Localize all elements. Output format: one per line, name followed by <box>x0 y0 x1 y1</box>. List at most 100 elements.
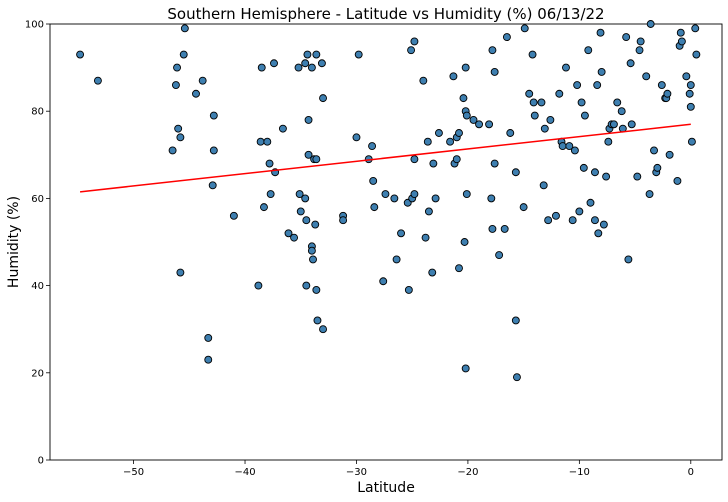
data-point <box>511 168 520 177</box>
data-point <box>266 190 275 198</box>
plot-area <box>49 23 723 461</box>
data-point <box>171 81 180 89</box>
data-point <box>673 177 682 185</box>
data-point <box>319 325 327 334</box>
data-point <box>530 111 539 120</box>
data-point <box>495 251 504 260</box>
x-axis: −50 −40 −30 −20 −10 0 <box>123 460 694 478</box>
data-point <box>558 142 567 151</box>
data-point <box>622 33 631 42</box>
data-point <box>570 146 579 155</box>
data-point <box>302 216 311 225</box>
data-point <box>488 46 497 55</box>
data-point <box>455 129 463 137</box>
x-tick-label: −20 <box>457 467 478 478</box>
data-point <box>392 255 401 264</box>
data-point <box>635 46 644 55</box>
data-point <box>278 124 287 133</box>
y-axis: 0 20 40 60 80 100 <box>25 20 50 467</box>
data-point <box>370 203 379 212</box>
data-point <box>602 172 611 181</box>
data-point <box>397 229 405 238</box>
regression-line-group <box>80 123 691 193</box>
data-point <box>677 37 686 46</box>
data-point <box>593 81 602 89</box>
data-point <box>410 37 419 46</box>
y-tick-label: 20 <box>31 368 44 379</box>
data-point <box>263 137 272 146</box>
data-point <box>460 238 469 246</box>
data-point <box>296 207 305 216</box>
data-point <box>256 137 265 146</box>
data-point <box>627 120 636 129</box>
data-point <box>434 129 443 137</box>
data-point <box>645 190 654 198</box>
data-point <box>404 286 413 294</box>
data-point <box>624 255 633 264</box>
data-point <box>302 281 311 290</box>
data-point <box>419 76 428 85</box>
y-tick-label: 0 <box>38 456 44 467</box>
data-point <box>506 129 515 137</box>
data-point <box>168 146 177 155</box>
data-point <box>290 233 299 242</box>
data-point <box>381 190 390 198</box>
data-point <box>512 373 521 382</box>
data-point <box>303 50 312 59</box>
data-point <box>265 159 274 168</box>
data-point <box>431 194 440 203</box>
data-point <box>663 89 672 98</box>
x-tick-label: −40 <box>234 467 255 478</box>
data-point <box>461 63 470 72</box>
y-tick-label: 60 <box>31 194 44 205</box>
data-point <box>676 28 685 37</box>
data-point <box>568 216 577 225</box>
data-point <box>209 111 218 120</box>
data-point <box>229 211 238 220</box>
data-point <box>604 137 613 146</box>
data-point <box>657 81 666 89</box>
data-point <box>309 255 317 264</box>
data-point <box>446 137 455 146</box>
data-point <box>311 220 320 229</box>
data-point <box>599 220 608 229</box>
data-point <box>519 203 528 212</box>
data-point <box>93 76 102 85</box>
data-point <box>544 216 553 225</box>
data-point <box>307 246 316 255</box>
data-point <box>407 46 416 55</box>
data-point <box>490 68 499 76</box>
data-point <box>686 81 695 89</box>
data-point <box>313 316 322 325</box>
data-point <box>525 89 534 98</box>
y-axis-label: Humidity (%) <box>6 196 22 288</box>
data-point <box>421 233 430 242</box>
data-point <box>301 59 310 68</box>
x-axis-label: Latitude <box>357 480 415 496</box>
data-point <box>469 115 478 124</box>
data-point <box>691 24 700 33</box>
data-point <box>312 50 321 59</box>
data-point <box>204 355 213 364</box>
data-point <box>546 115 555 124</box>
data-point <box>459 94 468 103</box>
data-point <box>591 168 599 177</box>
data-point <box>461 364 470 373</box>
data-point <box>270 59 278 68</box>
data-point <box>390 194 399 203</box>
data-point <box>254 281 263 290</box>
data-point <box>487 194 496 203</box>
data-point <box>173 63 181 72</box>
data-point <box>294 63 303 72</box>
chart-title: Southern Hemisphere - Latitude vs Humidi… <box>167 5 604 23</box>
data-point <box>596 28 605 37</box>
y-tick-label: 40 <box>31 281 44 292</box>
data-point <box>584 46 593 55</box>
data-point <box>613 98 622 107</box>
data-point <box>424 207 433 216</box>
data-point <box>354 50 363 59</box>
data-point <box>580 111 589 120</box>
data-point <box>462 190 471 198</box>
data-point <box>208 181 217 190</box>
